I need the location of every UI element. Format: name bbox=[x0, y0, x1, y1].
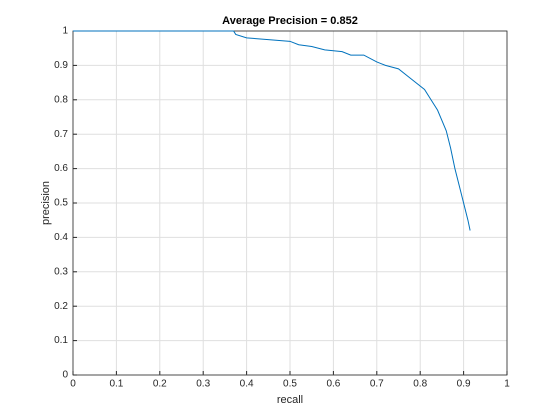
y-axis-label: precision bbox=[40, 181, 52, 225]
x-tick-label: 0.4 bbox=[240, 379, 254, 390]
x-tick-label: 0.8 bbox=[413, 379, 427, 390]
pr-curve bbox=[73, 30, 471, 231]
x-tick-label: 0 bbox=[70, 379, 76, 390]
x-tick-label: 0.3 bbox=[196, 379, 210, 390]
y-tick-label: 0.8 bbox=[54, 94, 68, 105]
axes-box bbox=[72, 30, 508, 376]
x-tick-label: 0.9 bbox=[457, 379, 471, 390]
y-tick-label: 0 bbox=[62, 370, 68, 381]
y-tick-label: 0.1 bbox=[54, 335, 68, 346]
y-tick-label: 0.7 bbox=[54, 129, 68, 140]
y-tick-label: 0.3 bbox=[54, 266, 68, 277]
y-tick-label: 0.6 bbox=[54, 163, 68, 174]
x-tick-label: 0.5 bbox=[283, 379, 297, 390]
x-tick-label: 1 bbox=[504, 379, 510, 390]
y-tick-label: 0.9 bbox=[54, 60, 68, 71]
x-tick-label: 0.6 bbox=[326, 379, 340, 390]
x-tick-label: 0.2 bbox=[153, 379, 167, 390]
y-tick-label: 0.2 bbox=[54, 301, 68, 312]
x-axis-label: recall bbox=[277, 394, 303, 406]
y-tick-label: 0.5 bbox=[54, 198, 68, 209]
x-tick-label: 0.1 bbox=[109, 379, 123, 390]
y-tick-label: 1 bbox=[62, 26, 68, 37]
y-tick-label: 0.4 bbox=[54, 232, 68, 243]
chart-title: Average Precision = 0.852 bbox=[222, 15, 358, 27]
x-tick-label: 0.7 bbox=[370, 379, 384, 390]
